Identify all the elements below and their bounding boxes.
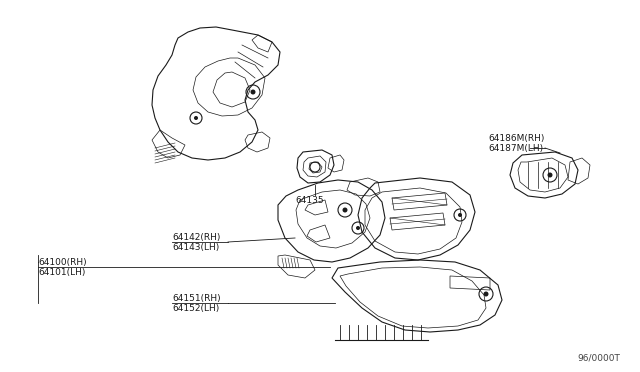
Circle shape — [458, 213, 462, 217]
Text: 64152(LH): 64152(LH) — [172, 304, 220, 312]
Text: 64135: 64135 — [296, 196, 324, 205]
Text: 64100(RH): 64100(RH) — [38, 257, 86, 266]
Circle shape — [250, 90, 255, 94]
Circle shape — [357, 227, 358, 229]
Circle shape — [342, 208, 348, 212]
Text: 64142(RH): 64142(RH) — [172, 232, 220, 241]
Text: 64143(LH): 64143(LH) — [172, 243, 220, 251]
Circle shape — [460, 214, 461, 216]
Circle shape — [483, 292, 488, 296]
Text: 64187M(LH): 64187M(LH) — [488, 144, 543, 153]
Circle shape — [252, 91, 254, 93]
Text: 96/0000T: 96/0000T — [577, 353, 620, 362]
Text: 64101(LH): 64101(LH) — [38, 267, 85, 276]
Circle shape — [485, 293, 487, 295]
Circle shape — [194, 116, 198, 120]
Circle shape — [195, 117, 196, 119]
Circle shape — [356, 226, 360, 230]
Text: 64151(RH): 64151(RH) — [172, 294, 221, 302]
Circle shape — [547, 173, 552, 177]
Circle shape — [344, 209, 346, 211]
Text: 64186M(RH): 64186M(RH) — [488, 134, 545, 142]
Circle shape — [549, 174, 551, 176]
